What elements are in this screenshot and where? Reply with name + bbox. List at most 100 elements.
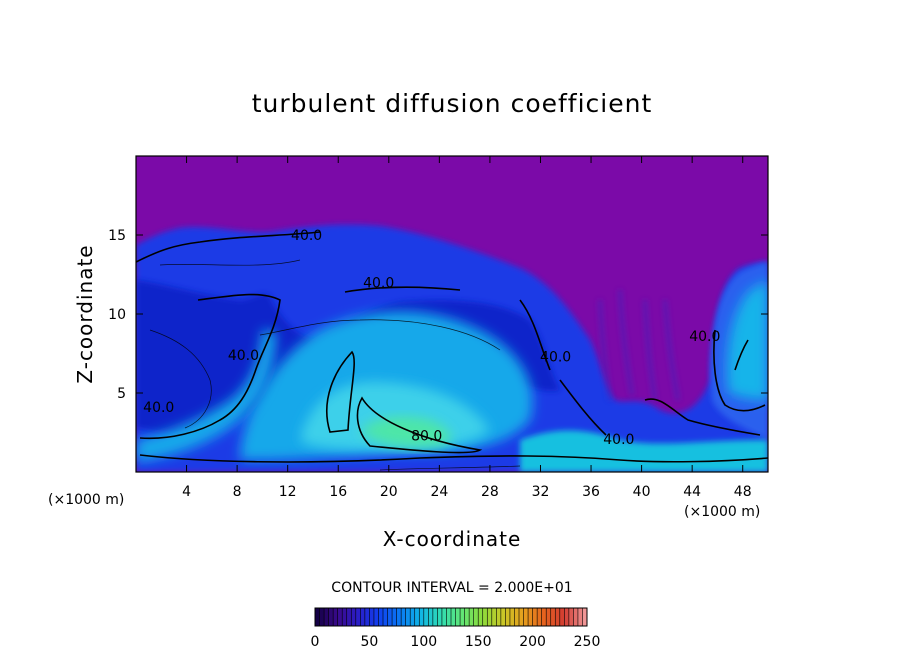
x-tick-label: 32 xyxy=(532,484,550,500)
colorbar-cell xyxy=(369,608,375,626)
x-tick-label: 20 xyxy=(380,484,398,500)
colorbar-cell xyxy=(337,608,343,626)
colorbar-tick-label: 150 xyxy=(465,634,492,650)
contour-field xyxy=(136,156,768,472)
colorbar-cell xyxy=(528,608,534,626)
colorbar-cell xyxy=(478,608,484,626)
x-tick-label: 36 xyxy=(582,484,600,500)
colorbar-cell xyxy=(319,608,325,626)
colorbar-cell xyxy=(401,608,407,626)
x-tick-label: 44 xyxy=(683,484,701,500)
colorbar-cell xyxy=(423,608,429,626)
colorbar-cell xyxy=(514,608,520,626)
colorbar-cell xyxy=(360,608,366,626)
colorbar-cell xyxy=(519,608,525,626)
contour-label: 40.0 xyxy=(540,350,571,366)
x-tick-label: 40 xyxy=(633,484,651,500)
colorbar-cell xyxy=(573,608,579,626)
left-lower-band xyxy=(136,330,276,462)
colorbar-cell xyxy=(546,608,552,626)
x-tick-label: 48 xyxy=(734,484,752,500)
colorbar-cell xyxy=(568,608,574,626)
colorbar-cell xyxy=(387,608,393,626)
y-axis-label: Z-coordinate xyxy=(73,244,97,383)
colorbar-cell xyxy=(473,608,479,626)
colorbar-cell xyxy=(364,608,370,626)
peak-region xyxy=(360,416,451,448)
colorbar-cell xyxy=(509,608,515,626)
colorbar-cell xyxy=(555,608,561,626)
colorbar-cell xyxy=(582,608,588,626)
x-tick-label: 8 xyxy=(233,484,242,500)
contour-label: 40.0 xyxy=(689,329,720,345)
colorbar-cell xyxy=(469,608,475,626)
x-tick-label: 12 xyxy=(279,484,297,500)
colorbar-ticks: 0 50 100 150 200 250 xyxy=(311,634,601,650)
x-unit-right: (×1000 m) xyxy=(684,504,760,520)
colorbar-cell xyxy=(351,608,357,626)
colorbar-cell xyxy=(396,608,402,626)
colorbar-cell xyxy=(505,608,511,626)
colorbar-cell xyxy=(437,608,443,626)
colorbar-cell xyxy=(373,608,379,626)
colorbar-cell xyxy=(432,608,438,626)
y-axis: 5 10 15 xyxy=(108,228,768,402)
colorbar-cell xyxy=(564,608,570,626)
colorbar-cell xyxy=(324,608,330,626)
colorbar-cell xyxy=(414,608,420,626)
colorbar-cell xyxy=(496,608,502,626)
colorbar-cell xyxy=(559,608,565,626)
colorbar-cell xyxy=(487,608,493,626)
y-tick-label: 10 xyxy=(108,307,126,323)
y-tick-label: 5 xyxy=(117,386,126,402)
colorbar-cell xyxy=(428,608,434,626)
colorbar-cell xyxy=(315,608,321,626)
contour-label: 40.0 xyxy=(228,348,259,364)
colorbar-cell xyxy=(378,608,384,626)
x-tick-label: 28 xyxy=(481,484,499,500)
colorbar-tick-label: 250 xyxy=(574,634,601,650)
colorbar-tick-label: 0 xyxy=(311,634,320,650)
colorbar-cell xyxy=(392,608,398,626)
x-unit-left: (×1000 m) xyxy=(48,492,124,508)
colorbar-cell xyxy=(455,608,461,626)
colorbar-cell xyxy=(355,608,361,626)
contour-label: 80.0 xyxy=(411,429,442,445)
colorbar-cell xyxy=(464,608,470,626)
colorbar-cell xyxy=(410,608,416,626)
colorbar-cell xyxy=(328,608,334,626)
contour-interval-text: CONTOUR INTERVAL = 2.000E+01 xyxy=(331,580,572,596)
colorbar-cell xyxy=(460,608,466,626)
contour-label: 40.0 xyxy=(143,400,174,416)
x-axis: 4 8 12 16 20 24 28 32 36 40 44 48 xyxy=(182,156,752,500)
colorbar-cell xyxy=(523,608,529,626)
x-tick-label: 16 xyxy=(329,484,347,500)
colorbar-cell xyxy=(446,608,452,626)
contour-label: 40.0 xyxy=(363,275,394,291)
x-axis-label: X-coordinate xyxy=(383,527,522,551)
contour-label: 40.0 xyxy=(603,432,634,448)
colorbar-frame xyxy=(314,607,588,627)
colorbar-cell xyxy=(532,608,538,626)
colorbar-cell xyxy=(419,608,425,626)
colorbar-cell xyxy=(333,608,339,626)
contour-label-layer: 40.0 40.0 40.0 40.0 80.0 40.0 40.0 40.0 xyxy=(143,228,720,448)
thin-contours xyxy=(149,259,521,471)
colorbar-cell xyxy=(541,608,547,626)
colorbar-tick-label: 200 xyxy=(519,634,546,650)
colorbar-cell xyxy=(346,608,352,626)
contour-lines xyxy=(136,231,768,463)
colorbar-cell xyxy=(491,608,497,626)
colorbar-tick-label: 100 xyxy=(410,634,437,650)
colorbar-cell xyxy=(405,608,411,626)
colorbar-cell xyxy=(451,608,457,626)
colorbar-cell xyxy=(441,608,447,626)
colorbar-cell xyxy=(342,608,348,626)
colorbar-tick-label: 50 xyxy=(360,634,378,650)
y-tick-label: 15 xyxy=(108,228,126,244)
colorbar-cell xyxy=(383,608,389,626)
colorbar-cell xyxy=(577,608,583,626)
colorbar-cell xyxy=(500,608,506,626)
colorbar-cell xyxy=(550,608,556,626)
